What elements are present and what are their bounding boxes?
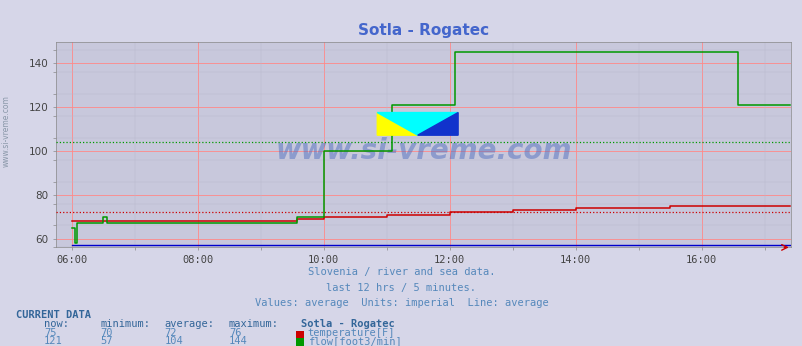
Polygon shape [417, 112, 458, 135]
Text: 72: 72 [164, 328, 177, 338]
Text: 76: 76 [229, 328, 241, 338]
Polygon shape [377, 112, 458, 135]
Text: minimum:: minimum: [100, 319, 150, 329]
Text: 57: 57 [100, 336, 113, 346]
Text: www.si-vreme.com: www.si-vreme.com [275, 137, 571, 165]
Text: maximum:: maximum: [229, 319, 278, 329]
Text: CURRENT DATA: CURRENT DATA [16, 310, 91, 320]
Text: temperature[F]: temperature[F] [307, 328, 395, 338]
Text: 75: 75 [44, 328, 57, 338]
Text: now:: now: [44, 319, 69, 329]
Text: 121: 121 [44, 336, 63, 346]
Text: Slovenia / river and sea data.: Slovenia / river and sea data. [307, 267, 495, 277]
Text: www.si-vreme.com: www.si-vreme.com [2, 95, 11, 167]
Text: last 12 hrs / 5 minutes.: last 12 hrs / 5 minutes. [326, 283, 476, 293]
Text: flow[foot3/min]: flow[foot3/min] [307, 336, 401, 346]
Text: 70: 70 [100, 328, 113, 338]
Text: 104: 104 [164, 336, 183, 346]
Text: Sotla - Rogatec: Sotla - Rogatec [301, 319, 395, 329]
Text: 144: 144 [229, 336, 247, 346]
Text: Values: average  Units: imperial  Line: average: Values: average Units: imperial Line: av… [254, 298, 548, 308]
Title: Sotla - Rogatec: Sotla - Rogatec [358, 22, 488, 38]
Text: average:: average: [164, 319, 214, 329]
Polygon shape [377, 112, 417, 135]
